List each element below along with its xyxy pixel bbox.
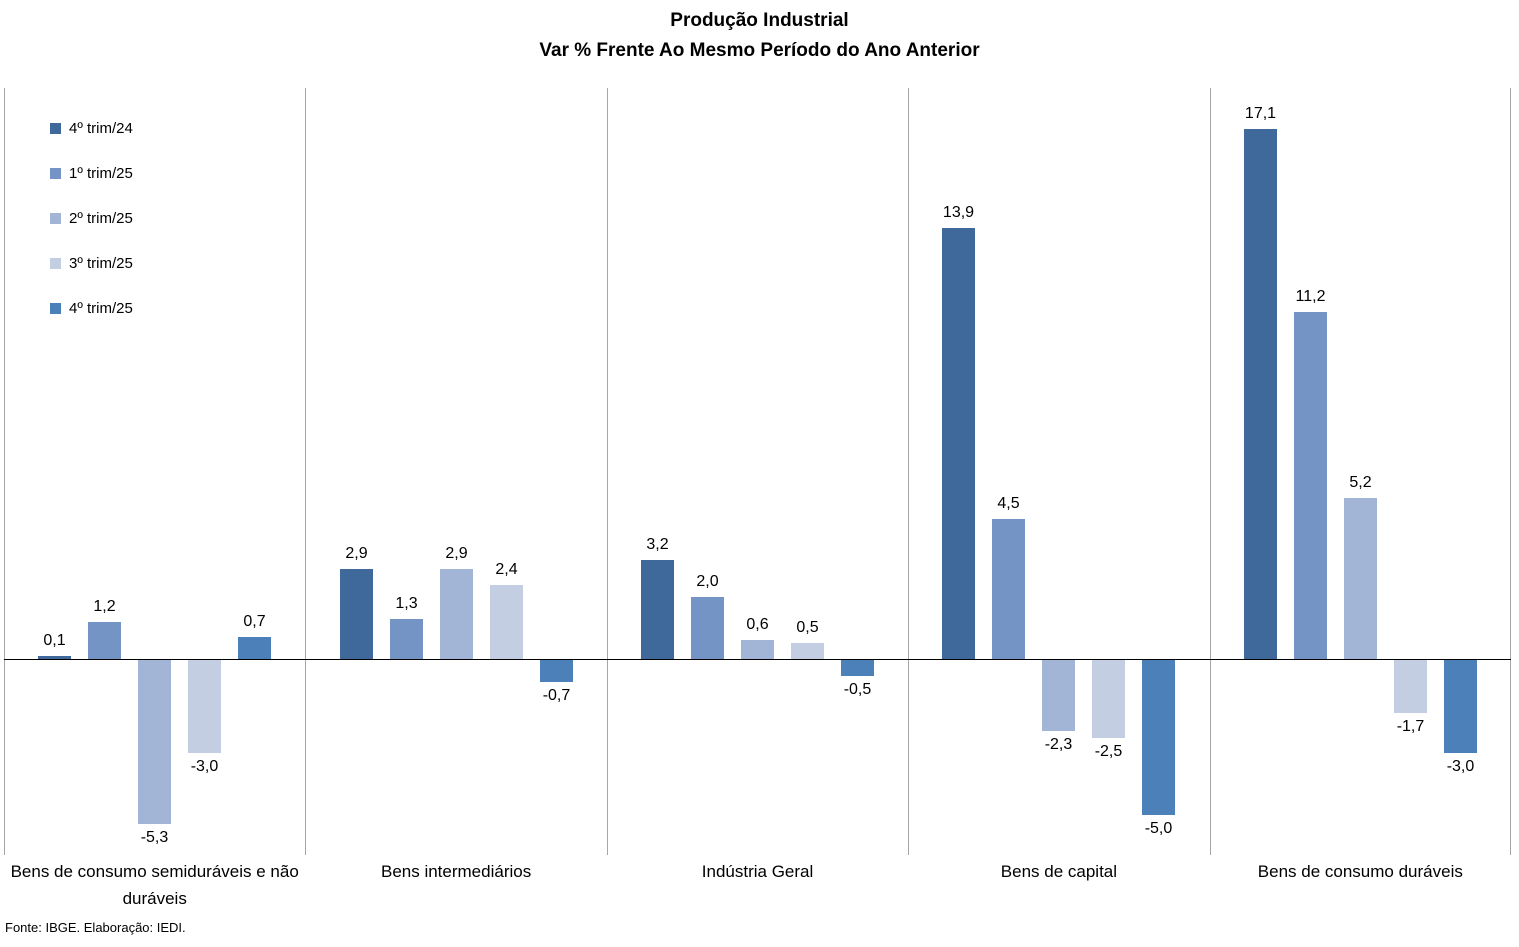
- bar: [791, 643, 824, 659]
- bar-value-label: 2,9: [345, 545, 368, 562]
- legend-label: 4º trim/24: [69, 119, 133, 137]
- legend-swatch: [50, 122, 61, 134]
- bar: [540, 660, 573, 682]
- bar: [390, 619, 423, 659]
- category-axis: Bens de consumo semiduráveis e não duráv…: [4, 858, 1511, 912]
- bar-value-label: 2,0: [696, 573, 719, 590]
- bar-value-label: 1,2: [93, 598, 116, 615]
- bar-value-label: -0,5: [843, 681, 872, 698]
- bar-value-label: -0,7: [542, 687, 571, 704]
- plot-left-border: [4, 88, 5, 855]
- bar: [188, 660, 221, 753]
- bar: [490, 585, 523, 659]
- bar-value-label: -5,0: [1144, 820, 1173, 837]
- chart-title-line1: Produção Industrial: [670, 10, 849, 31]
- bar-value-label: 2,4: [495, 561, 518, 578]
- legend-label: 2º trim/25: [69, 209, 133, 227]
- bar: [741, 640, 774, 659]
- bar-value-label: -3,0: [1446, 758, 1475, 775]
- legend-label: 1º trim/25: [69, 164, 133, 182]
- chart-title: Produção Industrial Var % Frente Ao Mesm…: [0, 6, 1519, 66]
- bar: [1142, 660, 1175, 815]
- bar: [992, 519, 1025, 659]
- bar: [1394, 660, 1427, 713]
- bar: [1294, 312, 1327, 659]
- bar: [841, 660, 874, 676]
- legend-item: 3º trim/25: [50, 253, 133, 273]
- legend-swatch: [50, 212, 61, 224]
- category-label-text: Bens intermediários: [380, 862, 532, 881]
- legend-item: 1º trim/25: [50, 163, 133, 183]
- category-label: Bens intermediários: [305, 858, 606, 912]
- legend-label: 4º trim/25: [69, 299, 133, 317]
- bar-value-label: 0,1: [43, 632, 66, 649]
- bar: [440, 569, 473, 659]
- bar: [1444, 660, 1477, 753]
- bar: [641, 560, 674, 659]
- bar-value-label: 0,5: [796, 619, 819, 636]
- bar-value-label: -2,3: [1044, 736, 1073, 753]
- bar-value-label: -3,0: [190, 758, 219, 775]
- plot-area: 0,1 1,2 -5,3 -3,0 0,7 2,9 1,3 2,9 2,4 -0,7 3,2 2,0 0…: [4, 88, 1511, 855]
- bar: [942, 228, 975, 659]
- bar-value-label: 1,3: [395, 595, 418, 612]
- legend-item: 2º trim/25: [50, 208, 133, 228]
- category-separator-line: [908, 88, 909, 855]
- legend-swatch: [50, 167, 61, 179]
- bar: [1344, 498, 1377, 659]
- legend-swatch: [50, 257, 61, 269]
- category-separator-line: [305, 88, 306, 855]
- category-label: Indústria Geral: [607, 858, 908, 912]
- category-label-text: Bens de consumo semiduráveis e não duráv…: [10, 862, 299, 908]
- bar-value-label: 17,1: [1244, 105, 1277, 122]
- bar-value-label: 4,5: [997, 495, 1020, 512]
- category-separator-line: [607, 88, 608, 855]
- legend-item: 4º trim/24: [50, 118, 133, 138]
- bar-value-label: -2,5: [1094, 743, 1123, 760]
- bar: [88, 622, 121, 659]
- category-label: Bens de consumo semiduráveis e não duráv…: [4, 858, 305, 912]
- bar: [38, 656, 71, 659]
- bar-value-label: 0,6: [746, 616, 769, 633]
- category-label: Bens de consumo duráveis: [1210, 858, 1511, 912]
- bar: [238, 637, 271, 659]
- bar: [1092, 660, 1125, 738]
- bar-value-label: -1,7: [1396, 718, 1425, 735]
- bar-value-label: 2,9: [445, 545, 468, 562]
- category-label-text: Indústria Geral: [701, 862, 814, 881]
- legend-swatch: [50, 302, 61, 314]
- bar-value-label: 0,7: [243, 613, 266, 630]
- bar-value-label: 3,2: [646, 536, 669, 553]
- category-label-text: Bens de capital: [1000, 862, 1118, 881]
- bar-value-label: 13,9: [942, 204, 975, 221]
- bar: [340, 569, 373, 659]
- legend-item: 4º trim/25: [50, 298, 133, 318]
- category-separator-line: [1210, 88, 1211, 855]
- source-note: Fonte: IBGE. Elaboração: IEDI.: [5, 920, 186, 935]
- bar: [1244, 129, 1277, 659]
- category-label-text: Bens de consumo duráveis: [1257, 862, 1463, 881]
- bar: [691, 597, 724, 659]
- category-label: Bens de capital: [908, 858, 1209, 912]
- bar-value-label: 5,2: [1349, 474, 1372, 491]
- plot-right-border: [1510, 88, 1511, 855]
- bar: [1042, 660, 1075, 731]
- bar: [138, 660, 171, 824]
- legend-label: 3º trim/25: [69, 254, 133, 272]
- bar-value-label: -5,3: [140, 829, 169, 846]
- bar-value-label: 11,2: [1295, 288, 1326, 305]
- zero-axis-line: [4, 659, 1511, 660]
- chart-title-line2: Var % Frente Ao Mesmo Período do Ano Ant…: [539, 40, 980, 61]
